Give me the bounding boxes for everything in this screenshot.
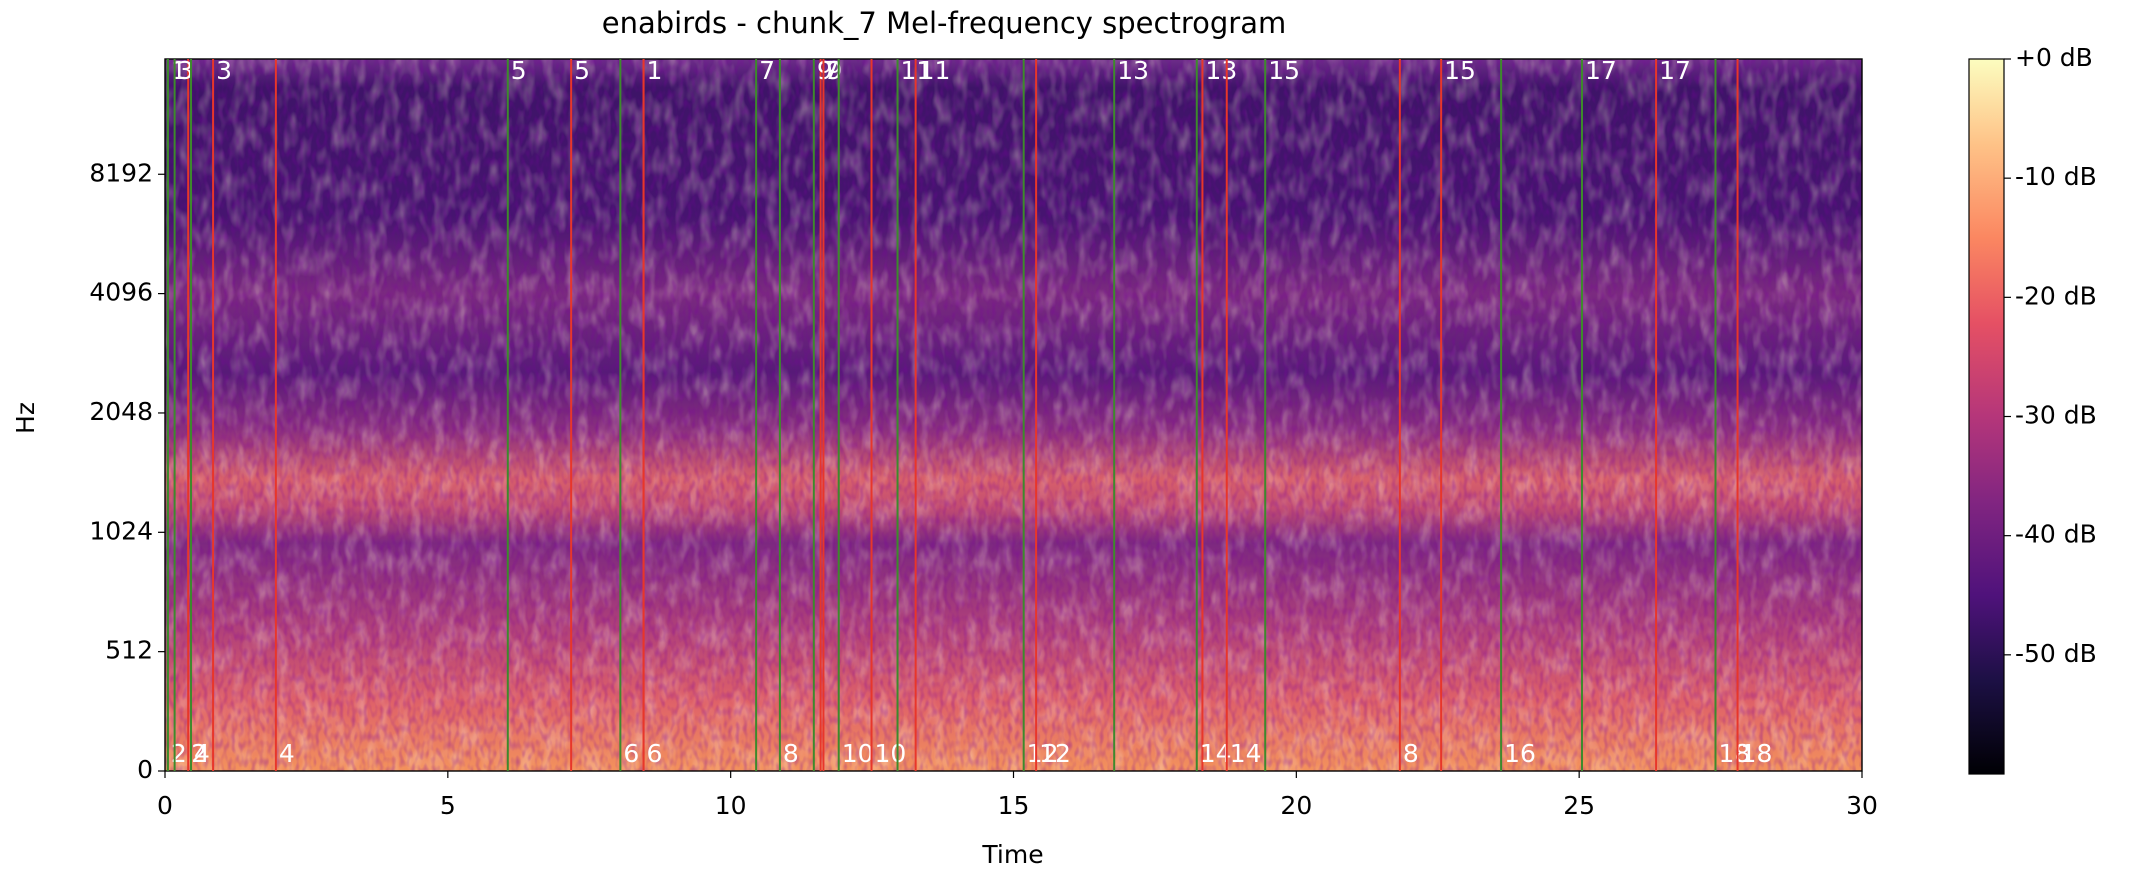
annotation-label: 12 [1027, 739, 1059, 768]
annotation-label: 8 [1403, 739, 1419, 768]
y-tick-label: 1024 [89, 516, 153, 545]
annotation-label: 6 [647, 739, 663, 768]
colorbar-tick-label: +0 dB [2015, 43, 2093, 72]
x-tick-label: 20 [1280, 791, 1312, 820]
annotation-label: 2 [191, 739, 207, 768]
y-axis-label: Hz [11, 402, 40, 434]
colorbar-tick-label: -30 dB [2015, 401, 2097, 430]
annotation-label: 17 [1585, 56, 1617, 85]
annotation-label: 6 [623, 739, 639, 768]
colorbar [1969, 59, 2004, 774]
annotation-label: 7 [759, 56, 775, 85]
annotation-label: 10 [842, 739, 874, 768]
colorbar-tick-label: -40 dB [2015, 520, 2097, 549]
y-tick-label: 512 [105, 636, 153, 665]
colorbar-tick-label: -10 dB [2015, 162, 2097, 191]
x-tick-label: 15 [998, 791, 1030, 820]
annotation-label: 17 [1659, 56, 1691, 85]
x-tick-label: 5 [440, 791, 456, 820]
annotation-label: 13 [1117, 56, 1149, 85]
annotation-label: 4 [194, 739, 210, 768]
annotation-label: 3 [216, 56, 232, 85]
annotation-label: 4 [279, 739, 295, 768]
annotation-label: 16 [1504, 739, 1536, 768]
annotation-label: 9 [817, 56, 833, 85]
y-tick-label: 4096 [89, 278, 153, 307]
annotation-label: 5 [511, 56, 527, 85]
annotation-label: 13 [1205, 56, 1237, 85]
colorbar-tick-label: -20 dB [2015, 281, 2097, 310]
spectrogram-texture [165, 59, 1862, 771]
x-tick-label: 30 [1846, 791, 1878, 820]
annotation-label: 11 [919, 56, 951, 85]
chart-title: enabirds - chunk_7 Mel-frequency spectro… [602, 6, 1286, 40]
annotation-label: 15 [1268, 56, 1300, 85]
annotation-label: 2 [171, 739, 187, 768]
annotation-label: 9 [826, 56, 842, 85]
annotation-label: 18 [1718, 739, 1750, 768]
annotation-label: 1 [647, 56, 663, 85]
annotation-label: 18 [1741, 739, 1773, 768]
x-tick-label: 25 [1563, 791, 1595, 820]
annotation-label: 14 [1230, 739, 1262, 768]
colorbar-tick-label: -50 dB [2015, 639, 2097, 668]
annotation-label: 7 [824, 56, 840, 85]
y-tick-label: 8192 [89, 158, 153, 187]
x-axis-label: Time [981, 840, 1043, 869]
x-tick-label: 10 [715, 791, 747, 820]
annotation-label: 8 [783, 739, 799, 768]
annotation-label: 5 [574, 56, 590, 85]
spectrogram-image [165, 59, 1862, 771]
annotation-label: 15 [1444, 56, 1476, 85]
annotation-label: 3 [178, 56, 194, 85]
x-tick-label: 0 [157, 791, 173, 820]
y-tick-label: 0 [137, 755, 153, 784]
annotation-label: 12 [1039, 739, 1071, 768]
annotation-label: 10 [875, 739, 907, 768]
y-tick-label: 2048 [89, 397, 153, 426]
